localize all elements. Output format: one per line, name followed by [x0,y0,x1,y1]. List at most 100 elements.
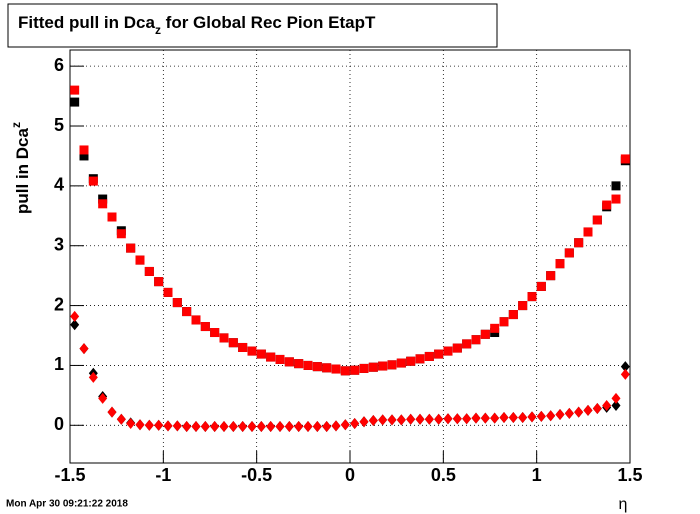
diamond-marker [172,420,182,432]
square-marker [462,339,472,349]
y-tick-label: 1 [54,354,64,374]
diamond-marker [527,411,537,423]
square-marker [275,354,285,364]
square-marker [518,301,528,311]
y-tick-label: 2 [54,294,64,314]
square-marker [98,199,108,209]
diamond-marker [536,410,546,422]
diamond-marker [256,420,266,432]
title-box [7,3,498,48]
square-marker [350,365,360,375]
diamond-marker [340,419,350,431]
diamond-marker [70,319,80,331]
diamond-marker [219,420,229,432]
square-marker [284,357,294,367]
square-marker [312,362,322,372]
x-axis-label: η [619,496,628,513]
diamond-marker [154,419,164,431]
square-marker [564,248,574,258]
square-marker [116,229,126,239]
square-marker [368,362,378,372]
diamond-marker [88,371,98,383]
diamond-marker [592,403,602,415]
square-marker [79,145,89,155]
square-marker [70,97,80,107]
square-marker [555,259,565,269]
square-marker [331,364,341,374]
y-label-subscript: z [9,122,23,128]
chart-title: Fitted pull in Dcaz for Global Rec Pion … [18,13,376,37]
square-marker [508,310,518,320]
diamond-marker [163,420,173,432]
diamond-marker [396,414,406,426]
y-label-text: pull in Dca [13,127,32,214]
diamond-marker [602,400,612,412]
diamond-marker [275,420,285,432]
diamond-marker [135,419,145,431]
square-marker [163,287,173,297]
diamond-marker [574,406,584,418]
x-tick-label: -1.5 [54,465,85,485]
square-marker [611,181,621,191]
square-marker [294,359,304,369]
square-marker [583,227,593,237]
square-marker [415,354,425,364]
diamond-marker [266,420,276,432]
diamond-marker [359,416,369,428]
square-marker [490,323,500,333]
diamond-marker [284,420,294,432]
diamond-marker [238,420,248,432]
diamond-marker [564,407,574,419]
square-marker [452,343,462,353]
square-marker [406,356,416,366]
square-marker [266,352,276,362]
square-marker [172,298,182,308]
square-marker [536,281,546,291]
square-marker [219,333,229,343]
square-marker [70,85,80,95]
diamond-marker [546,410,556,422]
square-marker [434,349,444,359]
diamond-marker [200,420,210,432]
y-tick-label: 6 [54,55,64,75]
diamond-marker [406,413,416,425]
diamond-marker [350,417,360,429]
diamond-marker [555,409,565,421]
square-marker [247,346,257,356]
square-marker [154,277,164,287]
square-marker [527,292,537,302]
square-marker [592,215,602,225]
square-marker [256,349,266,359]
x-tick-label: 0.5 [431,465,456,485]
square-marker [98,194,108,204]
square-marker [238,342,248,352]
timestamp: Mon Apr 30 09:21:22 2018 [6,499,128,510]
diamond-marker [518,412,528,424]
diamond-marker [620,368,630,380]
diamond-marker [499,412,509,424]
diamond-marker [424,413,434,425]
diamond-marker [611,400,621,412]
diamond-marker [434,413,444,425]
diamond-marker [443,413,453,425]
square-marker [200,322,210,332]
diamond-marker [471,412,481,424]
square-marker [499,317,509,327]
title-text: Fitted pull in Dca [18,13,155,32]
x-tick-label: 0 [345,465,355,485]
diamond-marker [480,412,490,424]
square-marker [443,346,453,356]
square-marker [546,271,556,281]
diamond-marker [144,419,154,431]
square-marker [210,328,220,338]
square-marker [480,329,490,339]
square-marker [359,363,369,373]
y-tick-label: 5 [54,115,64,135]
diamond-marker [620,361,630,373]
title-subscript: z [155,23,161,37]
y-tick-label: 3 [54,234,64,254]
diamond-marker [462,413,472,425]
square-marker [378,361,388,371]
x-tick-label: -0.5 [241,465,272,485]
